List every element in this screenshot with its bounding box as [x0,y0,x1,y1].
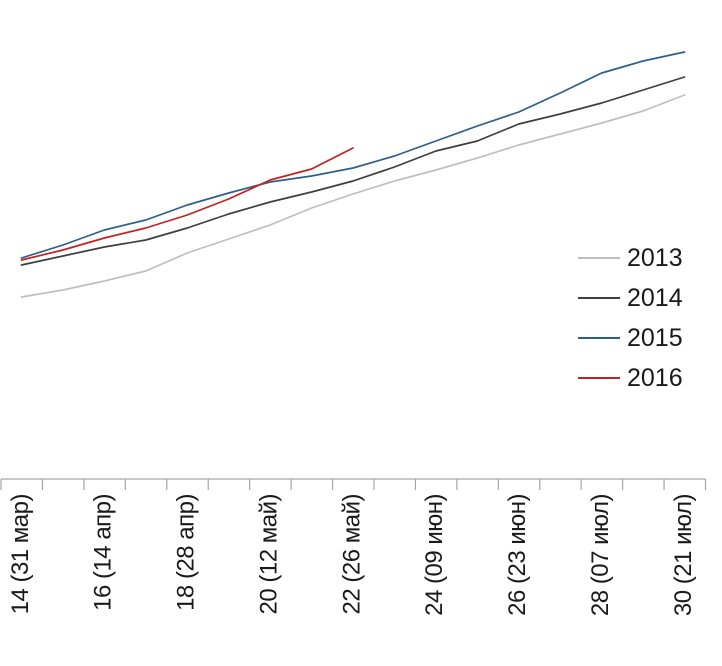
x-axis-label: 18 (28 апр) [173,494,200,611]
chart-legend: 2013 2014 2015 2016 [578,238,683,398]
legend-label: 2014 [627,283,683,312]
legend-label: 2015 [627,323,683,352]
legend-line-swatch [578,297,620,299]
series-line-2016 [20,147,354,261]
legend-item-2016: 2016 [578,358,683,398]
legend-item-2013: 2013 [578,238,683,278]
legend-label: 2013 [627,243,683,272]
x-axis-label: 24 (09 июн) [421,494,448,616]
legend-line-swatch [578,257,620,259]
x-axis-label: 14 (31 мар) [7,494,34,614]
legend-item-2014: 2014 [578,278,683,318]
x-axis-label: 30 (21 июл) [670,494,697,616]
series-line-2014 [20,76,686,266]
x-axis-label: 22 (26 май) [338,494,365,614]
series-line-2015 [20,51,686,259]
x-axis-label: 26 (23 июн) [504,494,531,616]
legend-label: 2016 [627,363,683,392]
legend-item-2015: 2015 [578,318,683,358]
x-axis-label: 28 (07 июл) [587,494,614,616]
legend-line-swatch [578,337,620,339]
x-axis-label: 16 (14 апр) [90,494,117,611]
series-line-2013 [20,94,686,298]
legend-line-swatch [578,377,620,379]
x-axis-label: 20 (12 май) [255,494,282,614]
